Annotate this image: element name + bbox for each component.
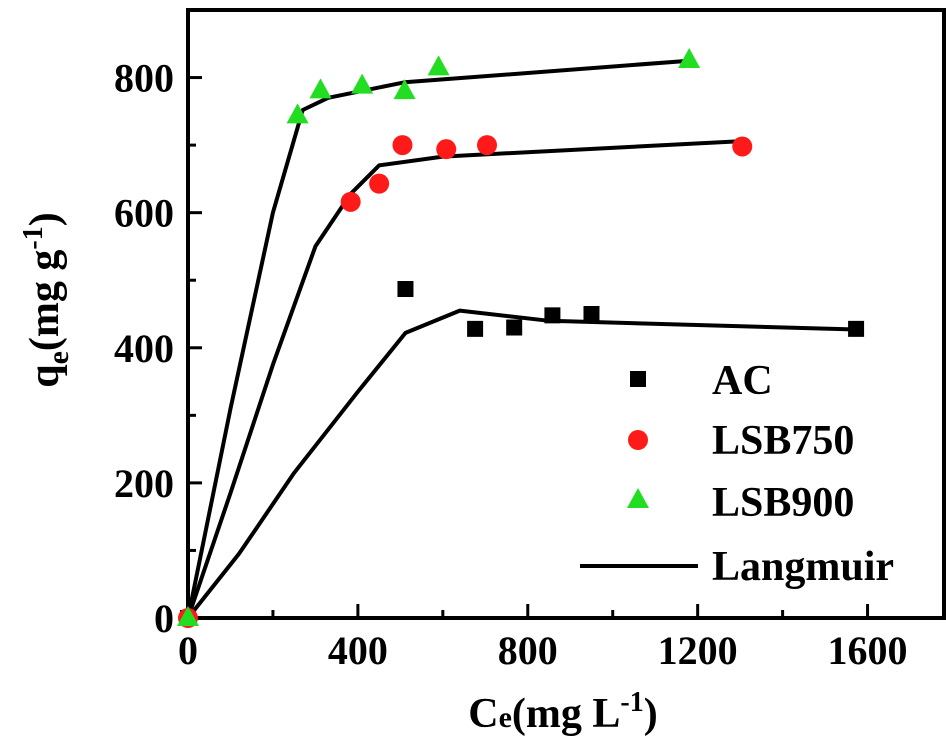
point-lsb900 — [177, 606, 199, 626]
x-tick-label: 400 — [328, 628, 388, 673]
point-lsb750 — [477, 135, 498, 156]
point-ac — [397, 281, 414, 298]
point-lsb750 — [369, 173, 390, 194]
plot-border — [186, 8, 946, 620]
legend-marker-lsb900 — [627, 488, 649, 508]
x-tick-label: 0 — [178, 628, 198, 673]
legend-label-ac: AC — [712, 358, 773, 404]
data-points — [177, 47, 865, 628]
legend-label-lsb750: LSB750 — [712, 418, 854, 464]
langmuir-fit-ac — [186, 308, 857, 620]
x-tick-label: 800 — [498, 628, 558, 673]
point-lsb750 — [392, 135, 413, 156]
x-tick-label: 1200 — [658, 628, 738, 673]
point-lsb900 — [286, 103, 309, 124]
point-ac — [506, 319, 523, 336]
x-tick-label: 1600 — [828, 628, 908, 673]
legend: AC LSB750 LSB900 Langmuir — [580, 358, 894, 590]
legend-label-langmuir: Langmuir — [712, 544, 894, 590]
y-tick-labels: 0 200 400 600 800 — [114, 56, 174, 641]
x-axis-title: Ce(mg L-1) — [468, 687, 658, 737]
point-ac — [583, 306, 600, 322]
point-lsb900 — [393, 79, 416, 100]
langmuir-fit-lines — [186, 58, 857, 620]
y-tick-label: 0 — [154, 596, 174, 641]
axis-ticks — [186, 76, 870, 620]
legend-marker-ac — [630, 371, 646, 387]
y-tick-label: 200 — [114, 461, 174, 506]
point-lsb900 — [427, 55, 450, 76]
point-ac — [544, 307, 561, 324]
point-lsb750 — [340, 191, 361, 212]
plot-frame — [186, 8, 946, 620]
y-axis-title: qe(mg g-1) — [18, 212, 75, 388]
point-lsb900 — [678, 47, 701, 68]
y-tick-label: 800 — [114, 56, 174, 101]
legend-marker-lsb750 — [628, 430, 648, 450]
y-tick-label: 600 — [114, 191, 174, 236]
point-ac — [848, 320, 865, 337]
langmuir-fit-lsb750 — [186, 139, 743, 619]
legend-label-lsb900: LSB900 — [712, 480, 854, 526]
y-tick-label: 400 — [114, 326, 174, 371]
point-lsb750 — [732, 136, 753, 157]
point-lsb900 — [309, 78, 332, 99]
point-ac — [467, 320, 484, 337]
point-lsb750 — [436, 139, 457, 160]
point-lsb900 — [351, 73, 374, 94]
x-tick-labels: 0 400 800 1200 1600 — [178, 628, 908, 673]
